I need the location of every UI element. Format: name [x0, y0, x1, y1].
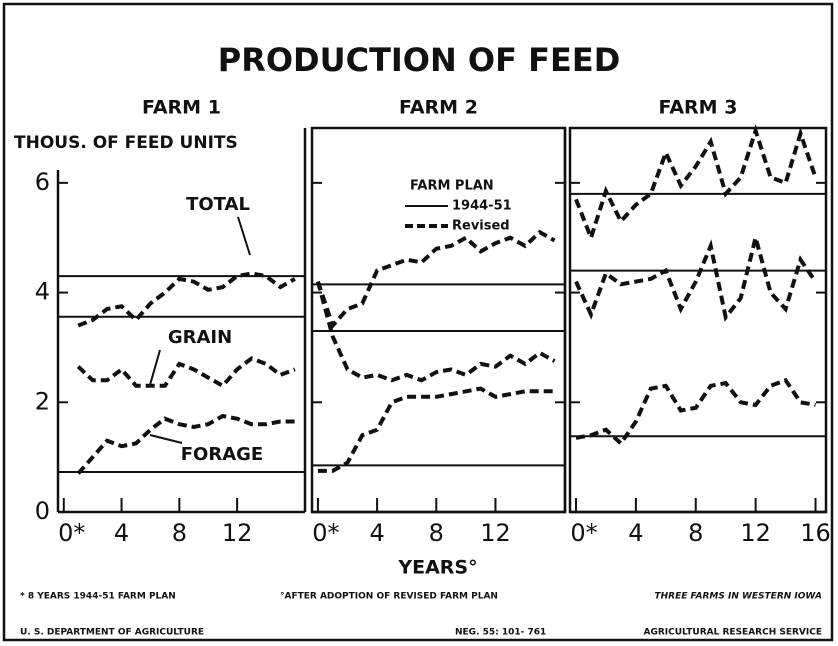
y-tick-label: 6 [35, 168, 50, 196]
panel-title: FARM 1 [142, 97, 221, 119]
x-tick-label: 8 [172, 519, 187, 547]
credit: AGRICULTURAL RESEARCH SERVICE [643, 628, 822, 638]
y-tick-label: 0 [35, 497, 50, 525]
panel-frame [568, 126, 828, 514]
revised-line [574, 229, 818, 322]
credit: U. S. DEPARTMENT OF AGRICULTURE [20, 628, 204, 638]
x-tick-label: 8 [688, 519, 703, 547]
y-tick-label: 4 [35, 278, 50, 306]
y-tick-label: 2 [35, 387, 50, 415]
panel-title: FARM 2 [399, 97, 478, 119]
x-tick-label: 16 [800, 519, 831, 547]
x-tick-label: 4 [369, 519, 384, 547]
revised-line [315, 281, 556, 383]
footnote: °AFTER ADOPTION OF REVISED FARM PLAN [280, 592, 498, 602]
x-tick-label: 4 [628, 519, 643, 547]
series-label: GRAIN [168, 327, 232, 348]
revised-line [574, 124, 818, 244]
series-label: FORAGE [181, 444, 263, 465]
revised-line [76, 356, 296, 389]
x-tick-label: 12 [740, 519, 771, 547]
series-pointer [237, 216, 251, 256]
y-axis-label: THOUS. OF FEED UNITS [14, 133, 238, 153]
credit: NEG. 55: 101- 761 [455, 628, 546, 638]
series-label: TOTAL [186, 194, 250, 215]
footnote: * 8 YEARS 1944-51 FARM PLAN [20, 592, 176, 602]
revised-line [76, 413, 295, 475]
series-pointer [149, 349, 161, 386]
series-pointer [149, 434, 183, 444]
panel-title: FARM 3 [659, 97, 738, 119]
revised-line [575, 377, 816, 447]
x-axis-label: YEARS° [397, 557, 477, 579]
x-tick-label: 12 [222, 519, 253, 547]
legend-title: FARM PLAN [410, 179, 494, 194]
footnote: THREE FARMS IN WESTERN IOWA [654, 592, 822, 602]
x-tick-label: 0* [570, 519, 597, 547]
legend-label: Revised [452, 219, 510, 234]
x-tick-label: 4 [114, 519, 129, 547]
revised-line [316, 229, 556, 330]
revised-line [77, 271, 296, 328]
revised-line [317, 386, 555, 473]
x-tick-label: 12 [480, 519, 511, 547]
x-tick-label: 8 [429, 519, 444, 547]
x-tick-label: 0* [312, 519, 339, 547]
legend-label: 1944-51 [452, 199, 512, 214]
x-tick-label: 0* [58, 519, 85, 547]
chart-title: PRODUCTION OF FEED [218, 41, 621, 79]
